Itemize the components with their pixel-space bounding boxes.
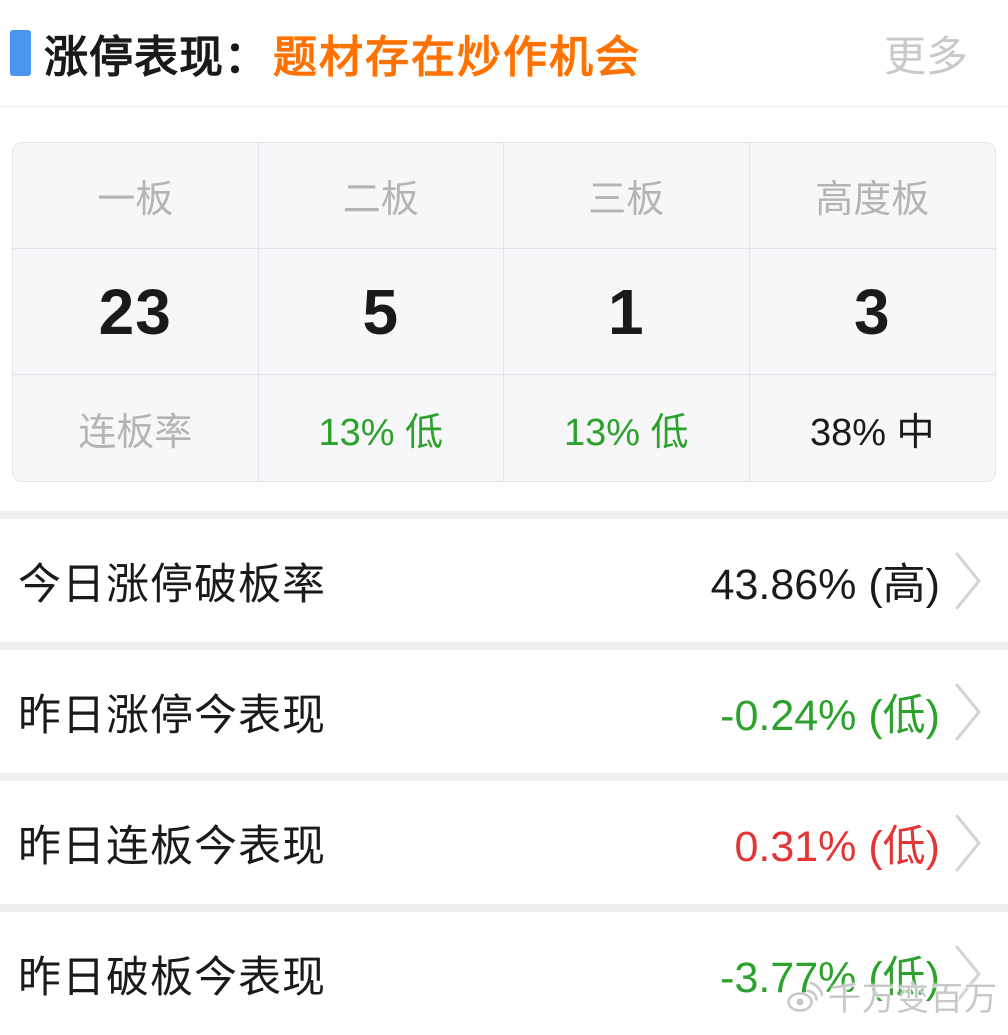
column-header: 二板 <box>342 179 419 221</box>
chevron-right-icon <box>954 813 982 873</box>
board-count: 3 <box>853 275 891 348</box>
metric-value: -0.24% (低) <box>720 691 940 740</box>
spacer <box>0 482 1008 511</box>
section-header: 涨停表现： 题材存在炒作机会 更多 <box>0 0 1008 107</box>
board-count: 1 <box>607 275 645 348</box>
board-count: 23 <box>98 275 172 348</box>
board-table-header-row: 一板 二板 三板 高度板 <box>13 143 995 249</box>
metric-row-yesterday-break[interactable]: 昨日破板今表现 -3.77% (低) <box>0 912 1008 1035</box>
metric-value: -3.77% (低) <box>720 953 940 1002</box>
section-divider <box>0 773 1008 781</box>
chevron-right-icon <box>954 944 982 1004</box>
chevron-right-icon <box>954 551 982 611</box>
column-header: 高度板 <box>815 179 930 221</box>
page-title: 涨停表现： <box>44 33 269 82</box>
board-table-rate-row: 连板率 13% 低 13% 低 38% 中 <box>13 375 995 481</box>
column-header: 三板 <box>588 179 665 221</box>
metric-value: 43.86% (高) <box>710 560 940 609</box>
metric-label: 昨日涨停今表现 <box>18 691 326 740</box>
board-rate: 38% 中 <box>809 411 935 454</box>
accent-bar-icon <box>10 30 31 76</box>
metric-row-yesterday-limit-up[interactable]: 昨日涨停今表现 -0.24% (低) <box>0 650 1008 773</box>
more-button[interactable]: 更多 <box>883 32 968 80</box>
board-table-count-row: 23 5 1 3 <box>13 249 995 375</box>
metric-row-yesterday-streak[interactable]: 昨日连板今表现 0.31% (低) <box>0 781 1008 904</box>
metric-label: 今日涨停破板率 <box>18 560 326 609</box>
board-rate: 13% 低 <box>563 411 689 454</box>
board-count: 5 <box>362 275 400 348</box>
board-table-card: 一板 二板 三板 高度板 23 5 1 3 连板率 13% 低 13% 低 38… <box>12 142 996 482</box>
metric-row-break-rate[interactable]: 今日涨停破板率 43.86% (高) <box>0 519 1008 642</box>
section-divider <box>0 511 1008 519</box>
board-rate: 13% 低 <box>318 411 444 454</box>
chevron-right-icon <box>954 682 982 742</box>
page-subtitle: 题材存在炒作机会 <box>273 33 641 82</box>
board-rate: 连板率 <box>78 411 193 454</box>
section-divider <box>0 642 1008 650</box>
metric-value: 0.31% (低) <box>734 822 940 871</box>
metric-label: 昨日破板今表现 <box>18 953 326 1002</box>
column-header: 一板 <box>97 179 174 221</box>
board-table-section: 一板 二板 三板 高度板 23 5 1 3 连板率 13% 低 13% 低 38… <box>0 107 1008 482</box>
section-divider <box>0 904 1008 912</box>
metric-label: 昨日连板今表现 <box>18 822 326 871</box>
